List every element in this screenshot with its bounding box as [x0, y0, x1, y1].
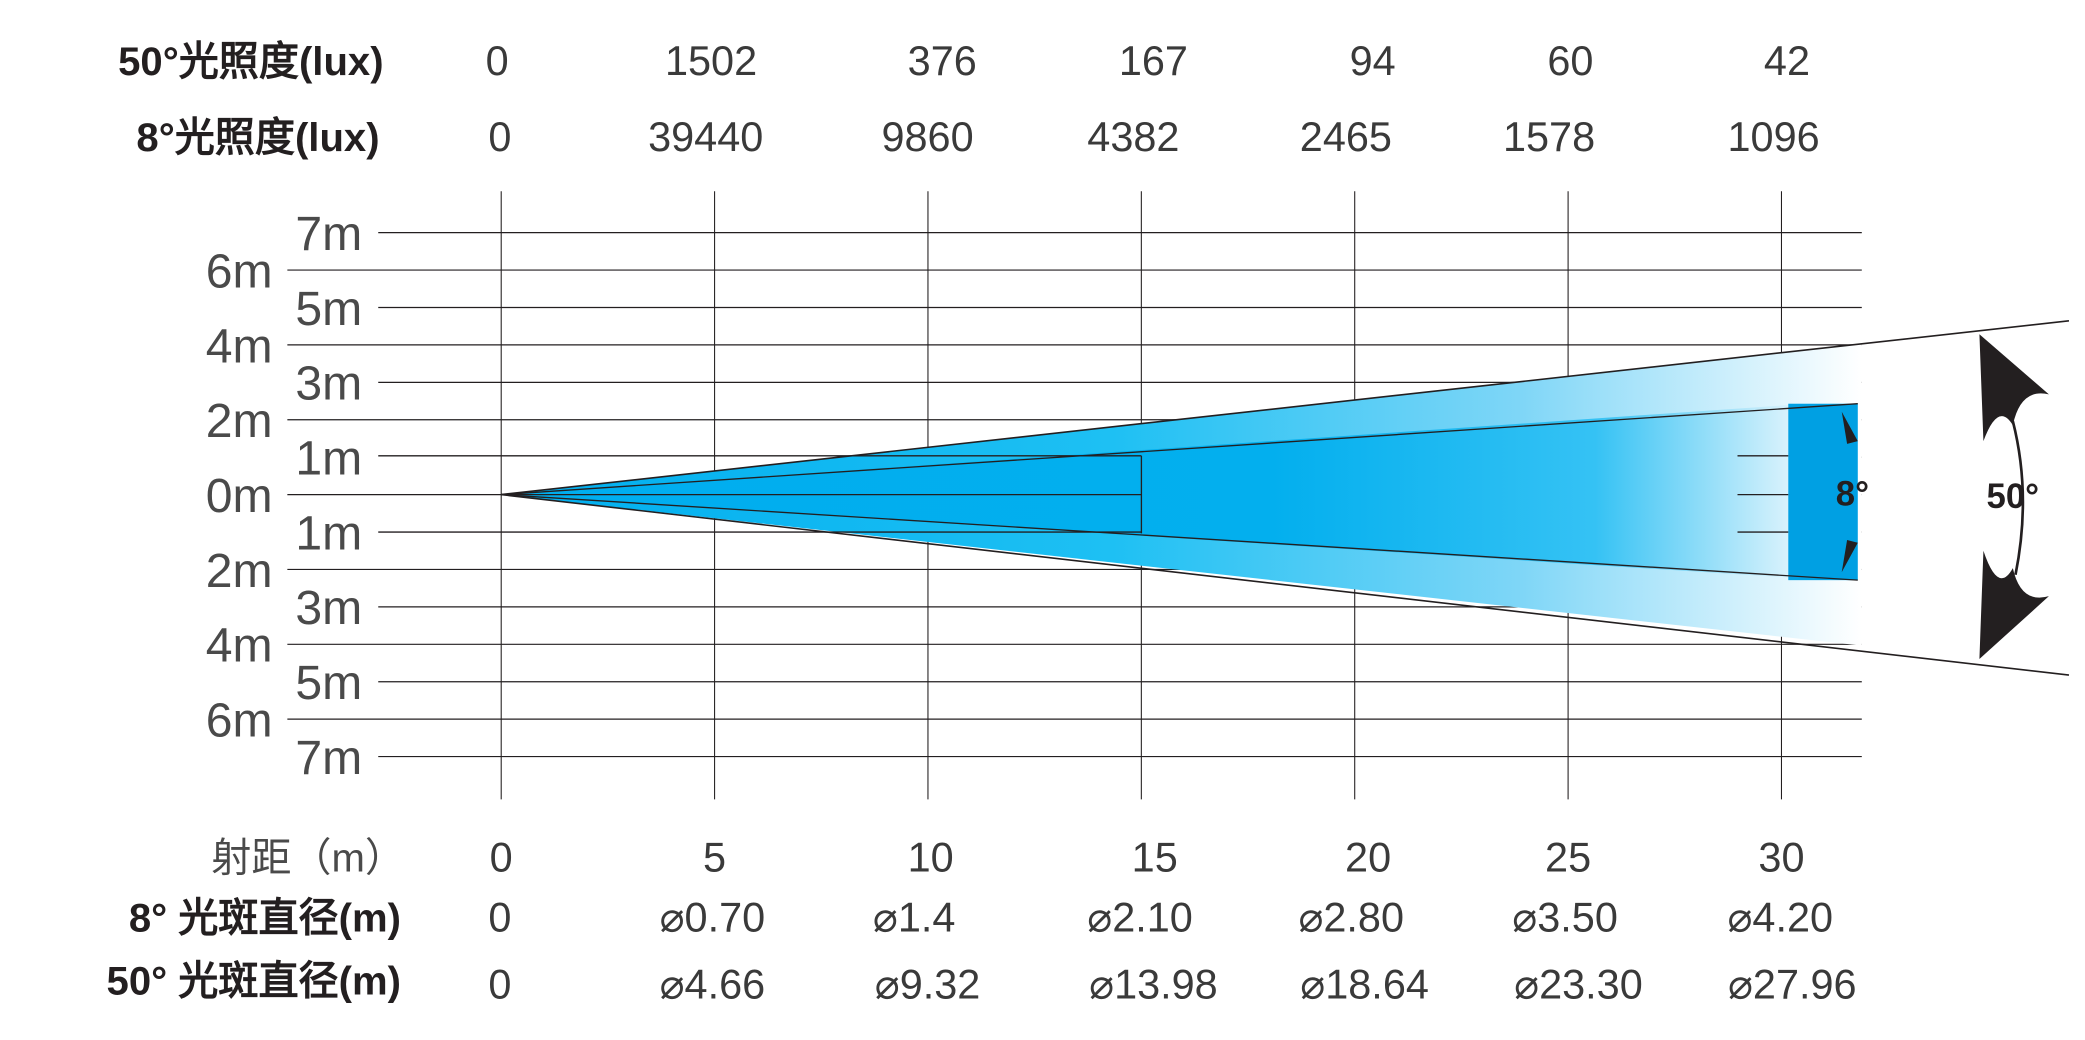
- top-row-value: 0: [488, 113, 511, 160]
- bottom-row-value: ⌀2.10: [1087, 894, 1193, 941]
- bottom-row-value: 0: [488, 960, 511, 1007]
- angle-50-label: 50°: [1987, 478, 2040, 516]
- top-row-value: 9860: [881, 113, 973, 160]
- top-row-value: 60: [1547, 37, 1593, 84]
- bottom-row-value: ⌀27.96: [1728, 960, 1857, 1007]
- y-tick-label: 4m: [206, 619, 273, 673]
- beam-8-edge-lower: [501, 493, 1858, 581]
- beam-50-edge-lower: [501, 493, 2070, 676]
- beam-8-edge-upper: [501, 403, 1858, 496]
- x-tick-label: 20: [1345, 834, 1391, 881]
- angle-8-arrow-down-icon: [1841, 540, 1858, 573]
- top-row-value: 42: [1764, 37, 1810, 84]
- y-tick-label: 7m: [295, 207, 362, 261]
- angle-50-arrow-up-icon: [1979, 334, 2049, 442]
- angle-8-arrow-up-icon: [1841, 411, 1858, 444]
- bottom-row-value: ⌀0.70: [660, 894, 766, 941]
- top-row-value: 376: [908, 37, 977, 84]
- angle-8-label: 8°: [1836, 475, 1869, 513]
- y-tick-label: 4m: [206, 319, 273, 373]
- bottom-row-value: ⌀1.4: [873, 894, 956, 941]
- bottom-row-value: ⌀23.30: [1514, 960, 1643, 1007]
- x-tick-label: 30: [1758, 834, 1804, 881]
- angle-50-arrow-down-icon: [1979, 550, 2049, 659]
- top-row-value: 94: [1350, 37, 1396, 84]
- row-label-8-diameter: 8° 光斑直径(m): [129, 897, 401, 941]
- top-row-value: 2465: [1300, 113, 1392, 160]
- x-tick-label: 10: [908, 834, 954, 881]
- y-tick-label: 7m: [295, 731, 362, 785]
- y-tick-label: 5m: [295, 656, 362, 710]
- beam-50-edge-upper: [501, 320, 2070, 496]
- bottom-row-value: ⌀13.98: [1089, 960, 1218, 1007]
- top-row-value: 39440: [648, 113, 763, 160]
- bottom-row-value: ⌀9.32: [875, 960, 981, 1007]
- angle-50-arc: [2011, 420, 2025, 576]
- bottom-row-value: ⌀4.20: [1727, 894, 1833, 941]
- y-tick-label: 6m: [206, 244, 273, 298]
- row-label-8-lux: 8°光照度(lux): [136, 116, 379, 160]
- top-row-value: 1578: [1503, 113, 1595, 160]
- top-row-value: 1502: [665, 37, 757, 84]
- x-tick-label: 15: [1132, 834, 1178, 881]
- y-tick-label: 1m: [295, 432, 362, 486]
- bottom-row-value: ⌀4.66: [660, 960, 766, 1007]
- beams: 8° 50°: [287, 320, 2070, 676]
- y-tick-label: 1m: [295, 506, 362, 560]
- x-tick-label: 5: [703, 834, 726, 881]
- x-tick-label: 0: [490, 834, 513, 881]
- y-tick-label: 6m: [206, 694, 273, 748]
- y-tick-label: 2m: [206, 394, 273, 448]
- top-row-value: 4382: [1087, 113, 1179, 160]
- top-row-value: 0: [486, 37, 509, 84]
- bottom-row-value: ⌀2.80: [1298, 894, 1404, 941]
- row-label-50-diameter: 50° 光斑直径(m): [107, 959, 401, 1003]
- y-tick-label: 0m: [206, 469, 273, 523]
- x-axis-label: 射距（m）: [211, 837, 405, 881]
- top-row-value: 167: [1119, 37, 1188, 84]
- y-tick-label: 3m: [295, 357, 362, 411]
- y-tick-label: 2m: [206, 544, 273, 598]
- bottom-row-value: ⌀3.50: [1512, 894, 1618, 941]
- x-tick-label: 25: [1545, 834, 1591, 881]
- bottom-row-value: ⌀18.64: [1300, 960, 1429, 1007]
- y-tick-label: 3m: [295, 581, 362, 635]
- bottom-row-value: 0: [488, 894, 511, 941]
- y-tick-label: 5m: [295, 282, 362, 336]
- beam-8-fill: [501, 405, 1789, 578]
- labels: 50°光照度(lux) 8°光照度(lux) 射距（m） 8° 光斑直径(m) …: [107, 40, 405, 1004]
- top-row-value: 1096: [1728, 113, 1820, 160]
- row-label-50-lux: 50°光照度(lux): [118, 40, 383, 84]
